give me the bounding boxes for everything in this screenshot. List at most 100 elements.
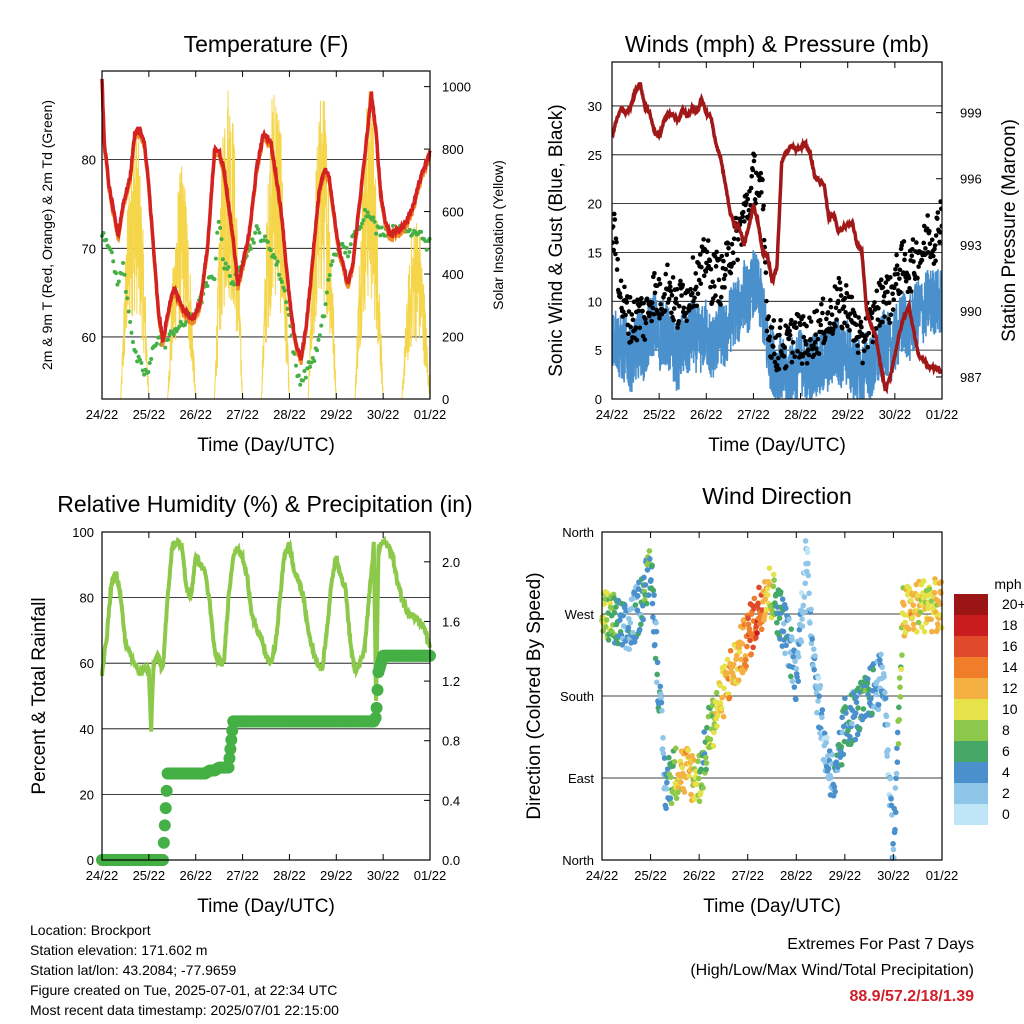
x-tick-label: 27/22	[731, 868, 764, 883]
dewpoint-point	[123, 289, 128, 294]
direction-point	[697, 789, 704, 796]
gust-point	[837, 308, 842, 314]
gust-point	[818, 322, 824, 328]
y-tick-label: 15	[588, 245, 602, 260]
extremes-subtitle: (High/Low/Max Wind/Total Precipitation)	[690, 962, 974, 979]
direction-point	[821, 730, 828, 737]
gust-point	[856, 315, 861, 320]
dewpoint-point	[330, 259, 335, 264]
direction-point	[833, 760, 840, 766]
y-tick-label: 40	[80, 722, 94, 737]
gust-point	[669, 293, 675, 298]
dewpoint-point	[379, 225, 384, 230]
x-tick-label: 27/22	[226, 868, 259, 883]
direction-point	[838, 744, 845, 750]
direction-point	[838, 762, 845, 768]
y2-tick-label: 987	[960, 370, 982, 385]
gust-point	[742, 219, 747, 224]
gust-point	[740, 214, 745, 219]
direction-point	[651, 592, 657, 598]
dewpoint-point	[274, 262, 279, 267]
winds-title: Winds (mph) & Pressure (mb)	[625, 31, 929, 57]
gust-point	[841, 304, 847, 309]
gust-point	[855, 343, 860, 348]
y2-tick-label: 0.4	[442, 793, 460, 808]
gust-point	[745, 196, 751, 202]
direction-point	[864, 676, 871, 682]
gust-point	[690, 255, 696, 260]
direction-point	[645, 592, 652, 598]
elevation-text: Station elevation: 171.602 m	[30, 942, 208, 958]
legend-label: 6	[1002, 743, 1010, 759]
x-tick-label: 29/22	[320, 407, 353, 422]
gust-point	[691, 299, 696, 304]
gust-point	[888, 275, 893, 280]
gust-point	[807, 315, 812, 321]
dewpoint-point	[312, 359, 317, 364]
gust-point	[621, 309, 626, 314]
direction-point	[878, 651, 884, 658]
direction-point	[839, 729, 846, 736]
direction-point	[777, 636, 783, 642]
direction-point	[902, 619, 908, 626]
gust-point	[695, 291, 701, 296]
gust-point	[763, 270, 769, 275]
gust-point	[855, 350, 861, 356]
direction-point	[892, 809, 899, 816]
direction-point	[938, 590, 944, 596]
gust-point	[881, 293, 887, 299]
legend-swatch	[954, 615, 988, 636]
gust-point	[704, 260, 709, 266]
y2-tick-label: 600	[442, 205, 464, 220]
gust-point	[849, 294, 855, 300]
gust-point	[880, 284, 886, 290]
gust-point	[724, 252, 730, 258]
winds-plot: 0 5 10 15 20 25 30 987 990 993 996 999	[588, 82, 982, 407]
x-tick-label: 27/22	[737, 407, 770, 422]
direction-point	[815, 675, 822, 681]
direction-point	[640, 616, 646, 623]
gust-point	[927, 241, 933, 246]
temperature-title: Temperature (F)	[184, 31, 349, 57]
x-tick-label: 25/22	[133, 407, 166, 422]
direction-point	[804, 549, 811, 556]
direction-point	[648, 577, 654, 583]
direction-point	[739, 641, 746, 647]
direction-point	[896, 675, 903, 681]
direction-point	[811, 666, 817, 673]
dewpoint-point	[365, 210, 370, 215]
gust-point	[799, 361, 805, 366]
dewpoint-point	[146, 370, 151, 375]
direction-point	[695, 758, 701, 765]
direction-point	[881, 674, 887, 680]
gust-point	[925, 213, 930, 218]
dewpoint-point	[215, 230, 220, 235]
gust-point	[744, 192, 749, 198]
gust-point	[708, 284, 713, 290]
gust-point	[748, 185, 754, 191]
direction-point	[896, 717, 903, 723]
y-tick-label: 20	[588, 197, 602, 212]
gust-point	[749, 173, 755, 179]
gust-point	[816, 351, 822, 356]
gust-point	[667, 284, 673, 290]
legend-label: 0	[1002, 806, 1010, 822]
direction-point	[771, 577, 777, 583]
gust-point	[722, 285, 727, 290]
direction-point	[613, 604, 619, 610]
gust-point	[663, 271, 669, 277]
gust-point	[843, 283, 849, 288]
gust-point	[718, 302, 723, 307]
direction-point	[721, 685, 727, 692]
gust-point	[842, 295, 848, 301]
gust-point	[772, 359, 778, 365]
direction-point	[917, 609, 924, 616]
gust-point	[752, 197, 758, 202]
direction-point	[799, 623, 806, 629]
gust-point	[833, 324, 838, 329]
dewpoint-point	[129, 330, 134, 335]
direction-point	[809, 636, 816, 642]
gust-point	[740, 209, 746, 215]
dewpoint-point	[346, 254, 350, 259]
direction-point	[766, 565, 773, 571]
